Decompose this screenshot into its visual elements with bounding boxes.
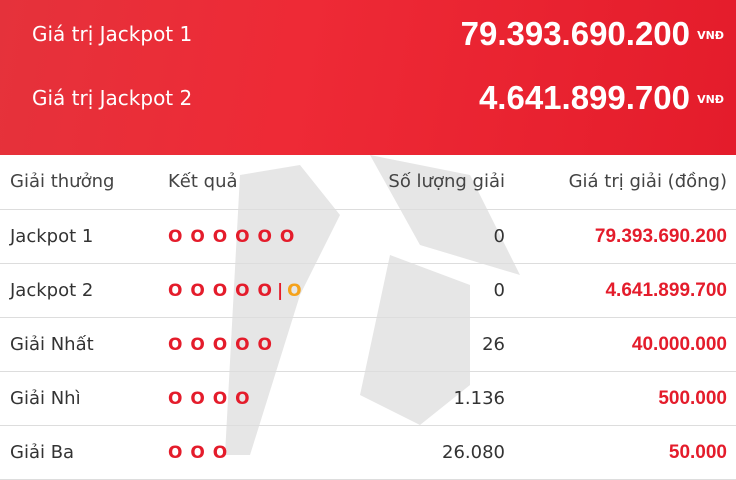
prize-name: Giải Nhất: [10, 334, 94, 355]
jackpot-value: 79.393.690.200: [460, 15, 690, 52]
prize-name: Jackpot 2: [10, 280, 94, 301]
jackpot-row: Giá trị Jackpot 2 4.641.899.700 VNĐ: [0, 68, 736, 128]
bonus-result: O: [287, 281, 302, 301]
watermark-shape: [370, 155, 520, 275]
prize-value: 79.393.690.200: [594, 226, 727, 247]
table-row: Giải Nhì O O O O 1.136 500.000: [0, 372, 736, 426]
winner-count: 0: [493, 280, 505, 301]
prize-value: 50.000: [668, 442, 727, 463]
winner-count: 1.136: [453, 388, 505, 409]
prize-name: Giải Ba: [10, 442, 75, 463]
result-cell: O O O: [168, 426, 228, 480]
prize-name: Giải Nhì: [10, 388, 81, 409]
winner-count: 26.080: [442, 442, 505, 463]
jackpot-unit: VNĐ: [697, 93, 724, 106]
table-row: Jackpot 2 O O O O O | O 0 4.641.899.700: [0, 264, 736, 318]
watermark-shape: [225, 165, 340, 455]
winner-count: 26: [482, 334, 505, 355]
result-cell: O O O O O: [168, 318, 273, 372]
jackpot-header: Giá trị Jackpot 1 79.393.690.200 VNĐ Giá tr…: [0, 0, 736, 155]
prize-value: 500.000: [658, 388, 727, 409]
prize-table: Giải thưởng Kết quả Số lượng giải Giá trị g…: [0, 155, 736, 480]
result-cell: O O O O O | O: [168, 264, 302, 318]
result-cell: O O O O: [168, 372, 251, 426]
prize-value: 4.641.899.700: [605, 280, 727, 301]
table-header: Giải thưởng Kết quả Số lượng giải Giá trị g…: [0, 155, 736, 210]
result: O O O O O: [168, 335, 273, 355]
header-cell: Giá trị giải (đồng): [568, 171, 727, 192]
result: O O O: [168, 443, 229, 463]
winner-count: 0: [493, 226, 505, 247]
table-row: Giải Nhất O O O O O 26 40.000.000: [0, 318, 736, 372]
result: O O O O O: [168, 281, 273, 301]
watermark: [225, 155, 520, 455]
jackpot-unit: VNĐ: [697, 29, 724, 42]
result: O O O O: [168, 389, 251, 409]
header-cell: Giải thưởng: [10, 171, 115, 192]
watermark-shape: [360, 255, 470, 425]
jackpot-value: 4.641.899.700: [478, 79, 690, 116]
result-cell: O O O O O O: [168, 210, 295, 264]
jackpot-row: Giá trị Jackpot 1 79.393.690.200 VNĐ: [0, 4, 736, 64]
result-separator: |: [276, 281, 284, 301]
header-cell: Số lượng giải: [388, 171, 505, 192]
prize-name: Jackpot 1: [10, 226, 94, 247]
result: O O O O O O: [168, 227, 296, 247]
jackpot-label: Giá trị Jackpot 2: [32, 86, 193, 110]
table-row: Jackpot 1 O O O O O O 0 79.393.690.200: [0, 210, 736, 264]
jackpot-label: Giá trị Jackpot 1: [32, 22, 193, 46]
prize-value: 40.000.000: [631, 334, 727, 355]
table-row: Giải Ba O O O 26.080 50.000: [0, 426, 736, 480]
header-cell: Kết quả: [168, 171, 238, 192]
